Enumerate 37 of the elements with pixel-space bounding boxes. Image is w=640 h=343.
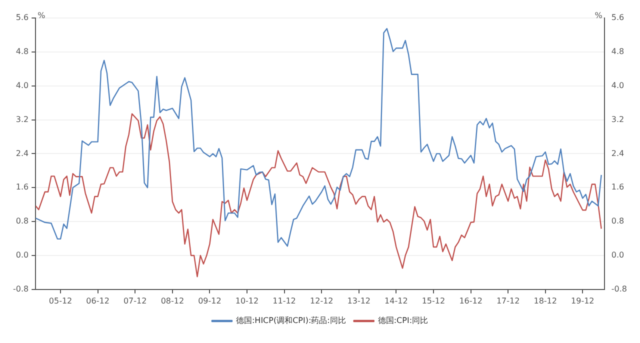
x-tick-label: 08-12 [160,296,184,306]
x-tick-label: 06-12 [86,296,110,306]
x-tick-label: 13-12 [347,296,371,306]
x-tick-label: 12-12 [310,296,334,306]
y2-tick-label: 4.0 [611,80,624,90]
y-tick-label: 1.6 [16,182,29,192]
x-tick-label: 14-12 [384,296,408,306]
x-tick-label: 07-12 [123,296,147,306]
y-tick-label: 0.8 [16,216,29,226]
y2-axis-title: % [594,11,603,20]
y2-tick-label: -0.8 [611,284,627,294]
x-tick-label: 05-12 [48,296,72,306]
y2-tick-label: 4.8 [611,47,624,56]
x-tick-label: 09-12 [198,296,222,306]
y-tick-label: 4.8 [16,47,29,56]
y-tick-label: -0.8 [13,284,29,294]
y2-tick-label: 0.8 [611,216,624,226]
y2-tick-label: 1.6 [611,182,624,192]
legend-label: 德国:CPI:同比 [378,316,428,326]
y2-tick-label: 5.6 [611,13,624,22]
x-tick-label: 17-12 [496,296,520,306]
y2-tick-label: 2.4 [611,148,624,158]
y2-tick-label: 0.0 [611,250,624,260]
y2-tick-label: 3.2 [611,114,624,124]
legend-label: 德国:HICP(调和CPI):药品:同比 [236,316,346,326]
y-tick-label: 0.0 [16,250,29,260]
x-tick-label: 18-12 [534,296,557,306]
y-axis-title: % [38,11,46,20]
y-tick-label: 2.4 [16,148,29,158]
x-tick-label: 10-12 [235,296,259,306]
x-tick-label: 11-12 [272,296,296,306]
x-tick-label: 15-12 [422,296,446,306]
y-tick-label: 4.0 [16,80,29,90]
x-tick-label: 19-12 [571,296,594,306]
x-tick-label: 16-12 [459,296,482,306]
y-tick-label: 5.6 [16,13,29,22]
y-tick-label: 3.2 [16,114,29,124]
